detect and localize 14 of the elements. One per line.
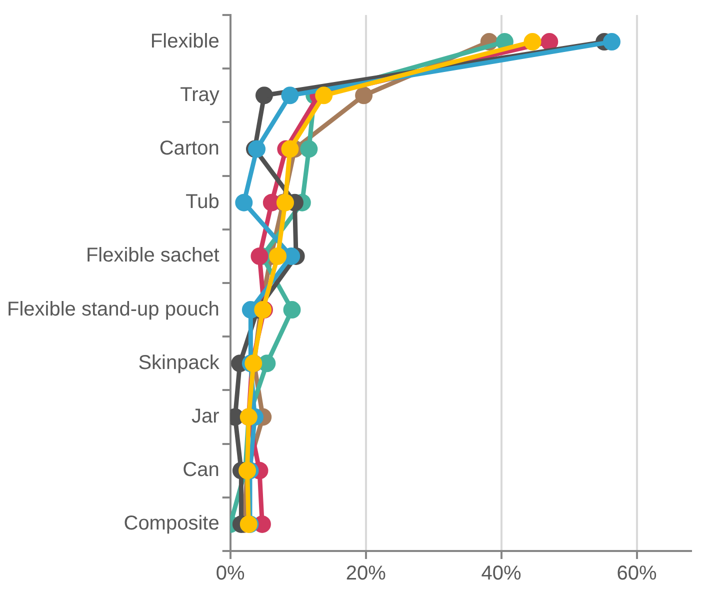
y-tick-label: Can: [182, 459, 220, 482]
x-tick-label: 60%: [616, 562, 658, 585]
y-tick-label: Flexible sachet: [86, 244, 220, 267]
y-tick-label: Composite: [124, 512, 220, 535]
y-tick-label: Skinpack: [138, 352, 220, 374]
x-tick-label: 40%: [481, 562, 522, 585]
x-tick-label: 0%: [216, 562, 246, 585]
y-tick-label: Jar: [192, 406, 220, 428]
y-tick-label: Carton: [159, 138, 220, 160]
y-tick-label: Flexible: [150, 30, 220, 52]
y-tick-label: Flexible stand-up pouch: [6, 298, 220, 320]
x-tick-label: 20%: [346, 562, 386, 585]
y-tick-label: Tub: [186, 191, 220, 214]
y-tick-label: Tray: [180, 84, 220, 106]
